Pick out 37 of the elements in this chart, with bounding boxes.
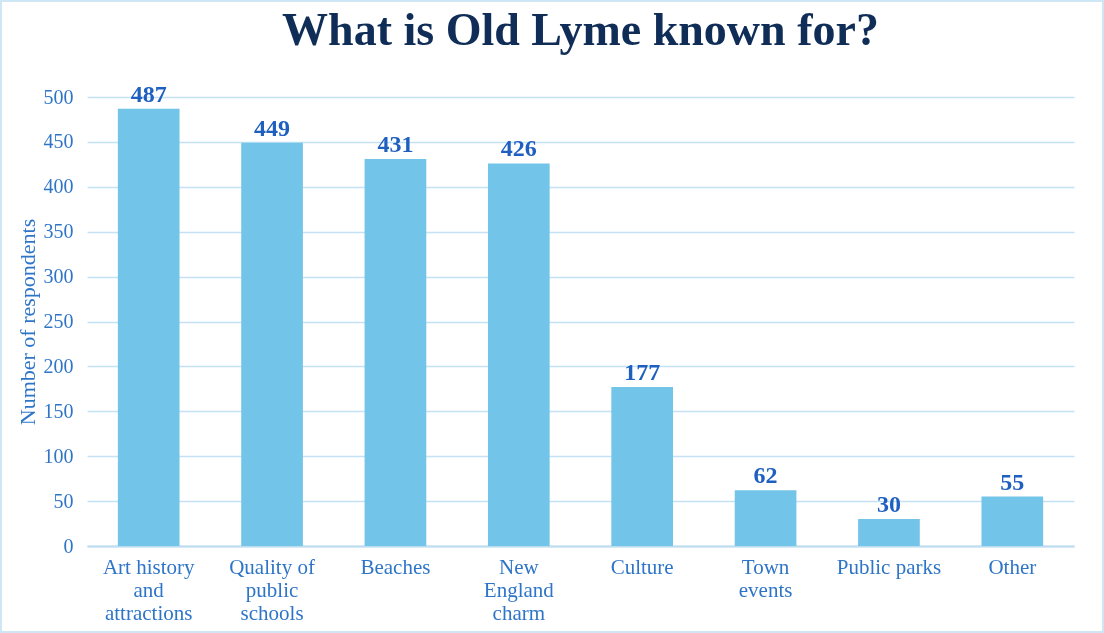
y-tick-label: 150 <box>43 399 74 422</box>
x-tick-label: Beaches <box>360 554 431 579</box>
data-label: 30 <box>876 491 901 518</box>
x-tick-label: New England charm <box>483 554 555 625</box>
x-tick-label: Culture <box>610 554 674 579</box>
x-tick-label: Quality of public schools <box>229 554 315 625</box>
data-label: 487 <box>130 80 167 107</box>
data-label: 55 <box>1000 468 1025 495</box>
x-tick-label: Public parks <box>836 554 942 579</box>
y-tick-label: 400 <box>43 175 74 198</box>
y-tick-label: 50 <box>53 489 74 512</box>
bar <box>981 496 1044 546</box>
x-tick-label: Other <box>988 554 1037 579</box>
data-label: 426 <box>500 135 537 162</box>
data-label: 62 <box>753 462 778 489</box>
y-tick-label: 350 <box>43 220 74 243</box>
bar <box>611 387 674 546</box>
data-label: 431 <box>377 130 414 157</box>
y-tick-label: 500 <box>43 85 74 108</box>
x-tick-label: Art history and attractions <box>102 554 195 625</box>
data-label: 449 <box>254 114 291 141</box>
bar <box>858 519 920 546</box>
y-tick-label: 250 <box>43 310 74 332</box>
bar <box>734 490 797 546</box>
chart-title: What is Old Lyme known for? <box>282 3 879 55</box>
bar <box>487 163 550 546</box>
y-tick-label: 200 <box>43 354 74 377</box>
x-tick-label: Town events <box>738 554 793 602</box>
y-axis-title: Number of respondents <box>14 218 40 426</box>
y-tick-label: 450 <box>43 130 74 153</box>
y-tick-label: 100 <box>43 444 74 467</box>
y-tick-label: 0 <box>63 534 74 557</box>
data-label: 177 <box>624 359 661 386</box>
bar <box>241 142 303 546</box>
bar <box>117 108 180 546</box>
bar <box>364 158 427 546</box>
y-tick-label: 300 <box>43 265 74 288</box>
